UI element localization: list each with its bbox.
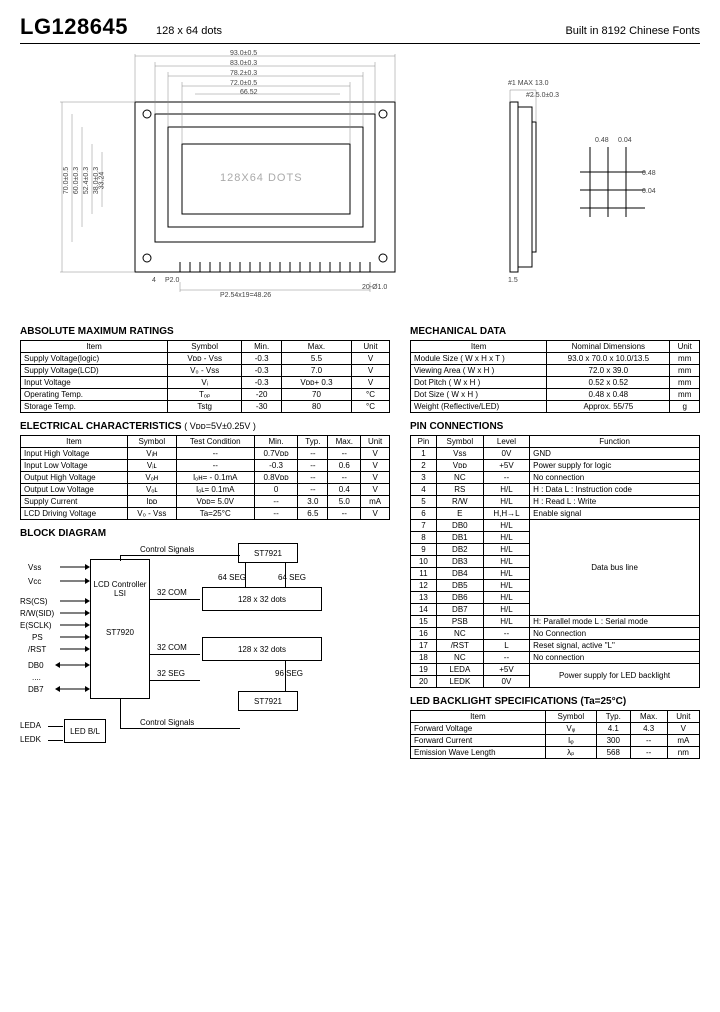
led-table: ItemSymbolTyp.Max.UnitForward VoltageVᵩ4… xyxy=(410,710,700,759)
feature-note: Built in 8192 Chinese Fonts xyxy=(565,25,700,37)
dim-top-4: 66.52 xyxy=(240,89,258,96)
part-number: LG128645 xyxy=(20,14,128,40)
grid-h0: 0.48 xyxy=(595,137,609,144)
grid-v1: 0.04 xyxy=(642,188,656,195)
dim-left-2: 52.4±0.3 xyxy=(83,167,90,194)
side-view-svg xyxy=(490,52,690,307)
resolution: 128 x 64 dots xyxy=(156,25,222,37)
dim-left-1: 60.0±0.3 xyxy=(73,167,80,194)
elec-title: ELECTRICAL CHARACTERISTICS ( Vᴅᴅ=5V±0.25… xyxy=(20,421,390,432)
dim-bl2: P2.0 xyxy=(165,277,179,284)
dim-top-0: 93.0±0.5 xyxy=(230,50,257,57)
dim-top-1: 83.0±0.3 xyxy=(230,60,257,67)
side-bottom: 1.5 xyxy=(508,277,518,284)
dim-left-4: 33.24 xyxy=(98,172,105,190)
dim-bc: P2.54x19=48.26 xyxy=(220,292,271,299)
mechanical-drawing: 93.0±0.5 83.0±0.3 78.2±0.3 72.0±0.5 66.5… xyxy=(20,52,700,312)
pins-table: PinSymbolLevelFunction1Vss0VGND2Vᴅᴅ+5VPo… xyxy=(410,435,700,688)
grid-v0: 0.48 xyxy=(642,170,656,177)
center-text: 128X64 DOTS xyxy=(220,172,303,184)
led-title: LED BACKLIGHT SPECIFICATIONS (Ta=25°C) xyxy=(410,696,700,707)
mech-table: ItemNominal DimensionsUnitModule Size ( … xyxy=(410,340,700,413)
grid-h1: 0.04 xyxy=(618,137,632,144)
elec-table: ItemSymbolTest ConditionMin.Typ.Max.Unit… xyxy=(20,435,390,520)
dim-top-2: 78.2±0.3 xyxy=(230,70,257,77)
side-top2: #2 5.0±0.3 xyxy=(526,92,559,99)
dim-left-0: 70.0±0.5 xyxy=(63,167,70,194)
abs-max-table: ItemSymbolMin.Max.UnitSupply Voltage(log… xyxy=(20,340,390,413)
abs-max-title: ABSOLUTE MAXIMUM RATINGS xyxy=(20,326,390,337)
mech-title: MECHANICAL DATA xyxy=(410,326,700,337)
dim-br: 20-Ø1.0 xyxy=(362,284,387,291)
dim-top-3: 72.0±0.5 xyxy=(230,80,257,87)
page-header: LG128645 128 x 64 dots Built in 8192 Chi… xyxy=(20,14,700,44)
pins-title: PIN CONNECTIONS xyxy=(410,421,700,432)
side-top: #1 MAX 13.0 xyxy=(508,80,548,87)
block-diagram: Vss Vcc RS(CS) R/W(SID) E(SCLK) PS /RST … xyxy=(20,543,390,753)
dim-bl: 4 xyxy=(152,277,156,284)
block-title: BLOCK DIAGRAM xyxy=(20,528,390,539)
